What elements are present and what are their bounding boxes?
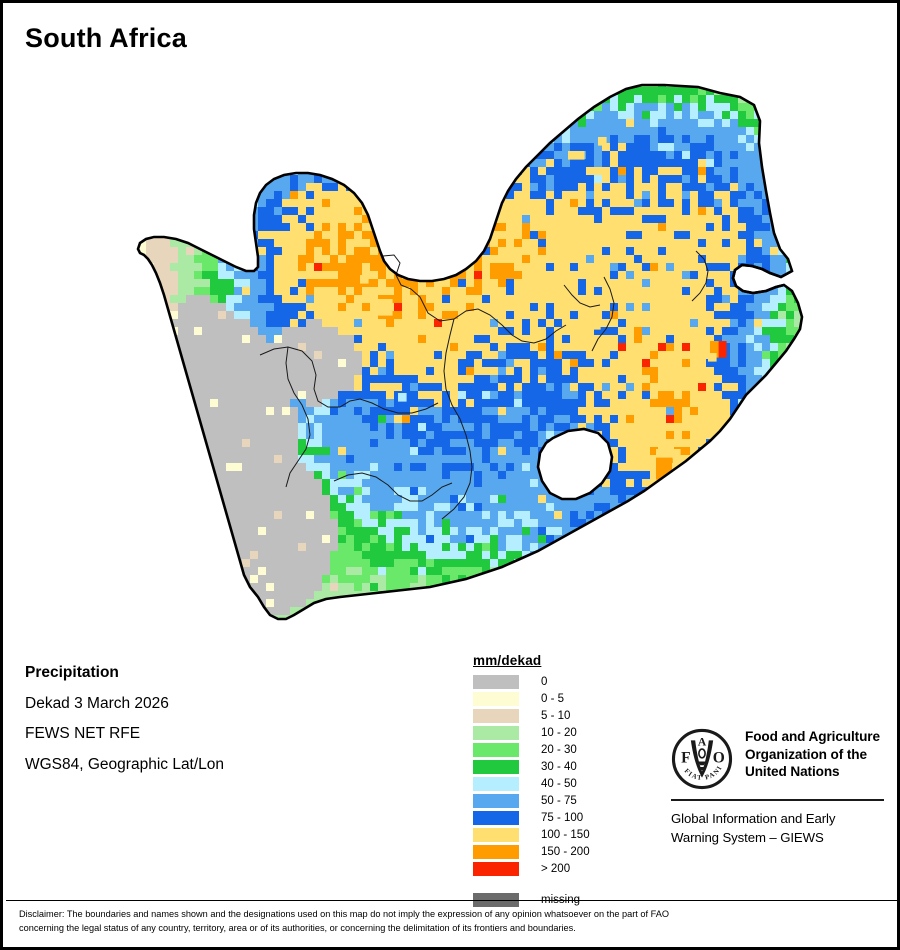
legend-row: 75 - 100 [473,809,590,826]
info-projection: WGS84, Geographic Lat/Lon [25,755,225,773]
precipitation-raster [138,85,802,619]
legend-row: > 200 [473,860,590,877]
giews-line-2: Warning System – GIEWS [671,829,824,845]
map-info-block: Precipitation Dekad 3 March 2026 FEWS NE… [25,658,325,780]
legend-row: 150 - 200 [473,843,590,860]
legend-row: 40 - 50 [473,775,590,792]
disclaimer: Disclaimer: The boundaries and names sho… [19,908,887,935]
fao-logo: F A O FIAT PANIS [668,723,733,790]
province-boundaries [259,250,709,520]
legend-swatch [473,827,519,842]
legend-swatch [473,742,519,757]
info-source: FEWS NET RFE [25,725,141,742]
legend-row-missing: missing [473,891,590,908]
fao-branding: F A O FIAT PANIS Food and Agriculture Or… [668,723,886,847]
giews-line-1: Global Information and Early [671,811,836,826]
legend-label: 100 - 150 [541,828,590,841]
legend-swatch [473,674,519,689]
fao-org-line-3: United Nations [745,764,840,779]
legend-swatch [473,708,519,723]
legend-swatch [473,844,519,859]
map-canvas[interactable] [98,63,818,653]
info-heading: Precipitation [25,664,119,681]
legend-label: 10 - 20 [541,726,577,739]
legend-label: 5 - 10 [541,709,571,722]
disclaimer-line-2: concerning the legal status of any count… [19,922,576,933]
legend-row: 50 - 75 [473,792,590,809]
legend-label: 150 - 200 [541,845,590,858]
legend: mm/dekad 0 0 - 5 5 - 10 10 - 20 20 - 30 30 - … [473,653,590,908]
disclaimer-line-1: Disclaimer: The boundaries and names sho… [19,909,669,919]
legend-row: 5 - 10 [473,707,590,724]
info-dekad: Dekad 3 March 2026 [25,694,169,712]
fao-divider [671,799,884,801]
legend-label: 0 - 5 [541,692,565,705]
legend-class-list: 0 0 - 5 5 - 10 10 - 20 20 - 30 30 - 40 40 - 50… [473,673,590,877]
legend-row: 10 - 20 [473,724,590,741]
country-outline [136,83,804,621]
legend-label: 75 - 100 [541,811,584,824]
legend-swatch [473,691,519,706]
legend-row: 20 - 30 [473,741,590,758]
legend-label: > 200 [541,862,571,875]
legend-label-missing: missing [541,893,580,906]
eswatini-notch-outline [731,263,793,295]
legend-swatch [473,861,519,876]
page-title: South Africa [25,23,187,53]
legend-label: 50 - 75 [541,794,577,807]
legend-label: 30 - 40 [541,760,577,773]
legend-swatch [473,776,519,791]
legend-row: 100 - 150 [473,826,590,843]
legend-label: 0 [541,675,548,688]
legend-swatch [473,793,519,808]
legend-label: 20 - 30 [541,743,577,756]
precipitation-map[interactable] [98,63,818,653]
legend-row: 0 - 5 [473,690,590,707]
lesotho-enclave [538,429,612,499]
legend-row: 0 [473,673,590,690]
legend-swatch [473,810,519,825]
legend-label: 40 - 50 [541,777,577,790]
legend-swatch [473,759,519,774]
fao-org-line-1: Food and Agriculture [745,729,880,744]
legend-row: 30 - 40 [473,758,590,775]
disclaimer-divider [6,900,900,901]
legend-swatch [473,725,519,740]
legend-swatch-missing [473,892,519,907]
legend-title: mm/dekad [473,653,542,668]
fao-org-line-2: Organization of the [745,746,867,762]
lesotho-outline [536,427,614,501]
